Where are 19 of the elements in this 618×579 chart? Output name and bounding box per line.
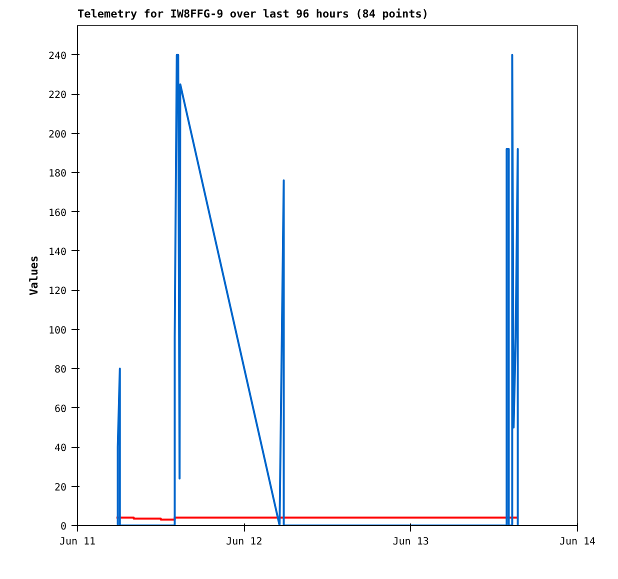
y-tick-label: 80 [54, 364, 67, 376]
x-tick-label: Jun 13 [392, 536, 429, 548]
y-tick-label: 180 [48, 168, 66, 180]
x-tick-label: Jun 14 [559, 536, 596, 548]
y-tick-label: 20 [54, 482, 67, 494]
y-tick-label: 220 [48, 90, 66, 102]
y-axis-title: Values [27, 256, 40, 296]
y-tick-label: 0 [60, 522, 67, 532]
chart-title: Telemetry for IW8FFG-9 over last 96 hours (84 points) [78, 8, 428, 20]
y-tick-label: 140 [48, 246, 66, 258]
x-tick-label: Jun 11 [59, 536, 96, 548]
y-tick-label: 160 [48, 208, 66, 219]
y-tick-label: 60 [54, 404, 67, 415]
y-tick-label: 200 [48, 129, 66, 140]
y-tick-label: 40 [54, 443, 67, 454]
y-tick-label: 240 [48, 50, 66, 62]
y-tick-label: 100 [48, 325, 66, 336]
y-tick-label: 120 [48, 286, 66, 298]
x-tick-label: Jun 12 [226, 536, 262, 548]
